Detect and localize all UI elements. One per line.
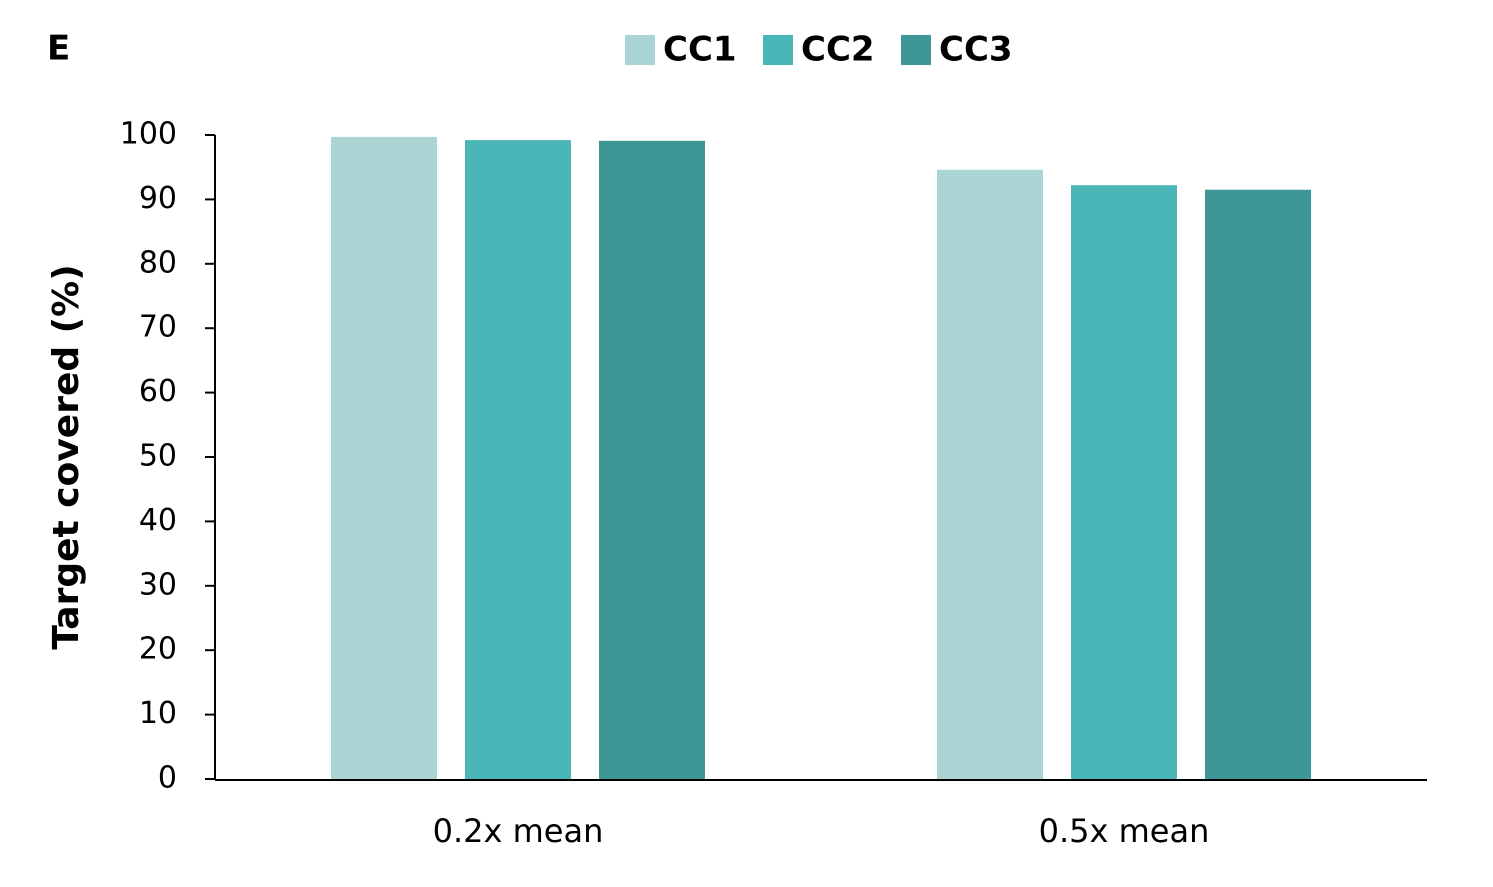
legend-label: CC2 (801, 30, 875, 70)
legend-swatch (763, 35, 793, 65)
y-tick-label: 70 (139, 310, 177, 345)
bar (599, 140, 705, 779)
y-tick-label: 0 (158, 761, 177, 796)
legend-label: CC3 (939, 30, 1013, 70)
y-tick-label: 100 (120, 117, 177, 152)
y-tick-label: 80 (139, 245, 177, 280)
bar (1205, 189, 1311, 780)
y-tick-label: 60 (139, 374, 177, 409)
y-tick-label: 50 (139, 439, 177, 474)
legend-swatch (901, 35, 931, 65)
x-tick-label: 0.2x mean (433, 812, 604, 850)
y-tick-label: 30 (139, 567, 177, 602)
panel-label: E (47, 29, 70, 69)
bar (331, 136, 437, 779)
bar (937, 169, 1043, 779)
bar (1071, 185, 1177, 779)
legend-swatch (625, 35, 655, 65)
y-axis-title: Target covered (%) (46, 264, 87, 649)
y-tick-label: 90 (139, 181, 177, 216)
bar (465, 140, 571, 780)
y-tick-label: 10 (139, 696, 177, 731)
x-tick-label: 0.5x mean (1039, 812, 1210, 850)
legend-label: CC1 (663, 30, 737, 70)
y-tick-label: 40 (139, 503, 177, 538)
y-tick-label: 20 (139, 632, 177, 667)
